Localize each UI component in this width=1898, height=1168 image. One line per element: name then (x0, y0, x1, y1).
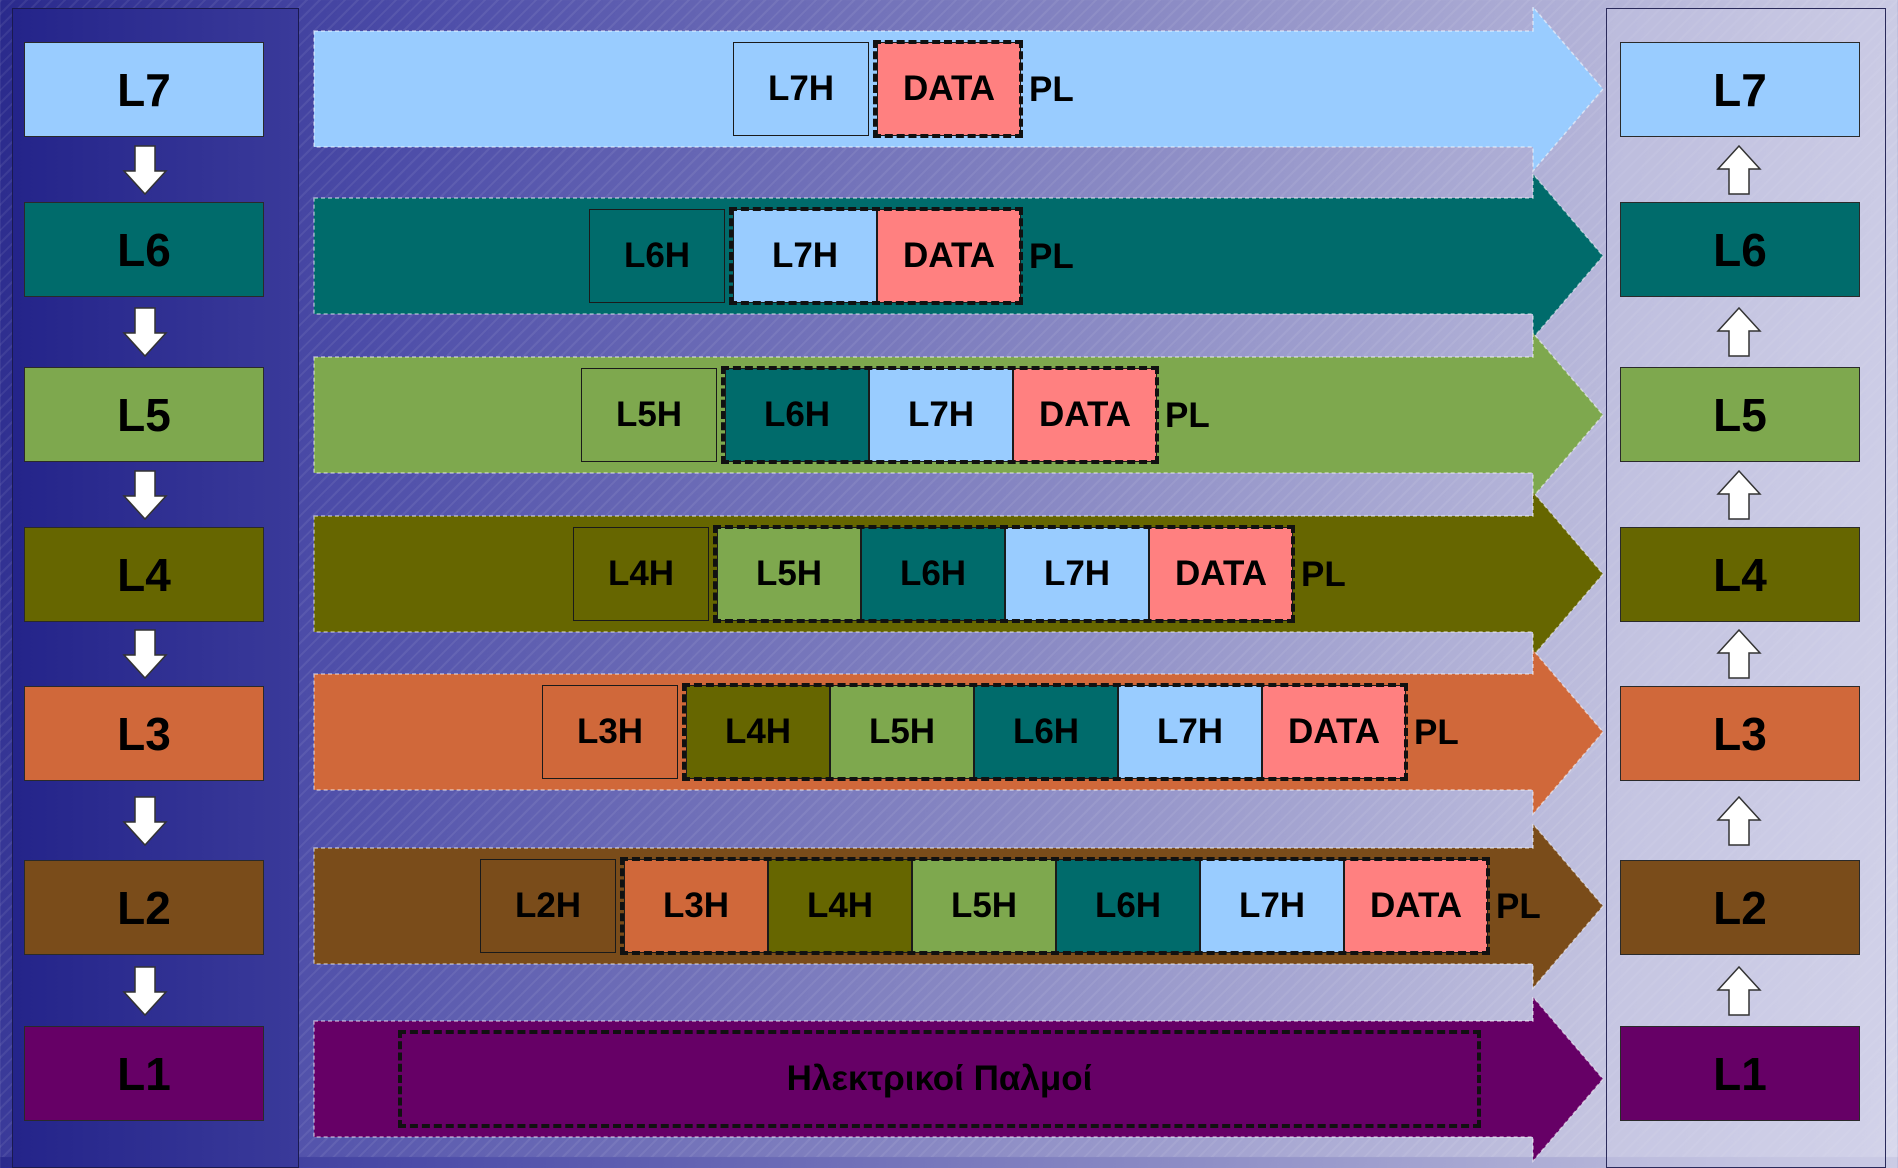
down-arrow-icon (122, 144, 168, 195)
pdu-cell-l5h: L5H (830, 685, 974, 779)
up-arrow-icon (1716, 144, 1762, 195)
electrical-pulses-frame: Ηλεκτρικοί Παλμοί (398, 1030, 1481, 1128)
receiver-layer-l4: L4 (1620, 527, 1860, 622)
up-arrow-icon (1716, 307, 1762, 357)
sender-layer-l6: L6 (24, 202, 264, 297)
pdu-cell-l6h: L6H (861, 527, 1005, 621)
receiver-layer-l1: L1 (1620, 1026, 1860, 1121)
sender-layer-l4: L4 (24, 527, 264, 622)
pdu-cell-l7h: L7H (869, 368, 1013, 462)
pdu-cell-data: DATA (877, 209, 1021, 303)
pdu-cell-l6h: L6H (589, 209, 725, 303)
payload-label: PL (1301, 555, 1346, 594)
band-arrow-l1 (313, 994, 1604, 1164)
pdu-cell-data: DATA (877, 42, 1021, 136)
down-arrow-icon (122, 629, 168, 679)
down-arrow-icon (122, 795, 168, 846)
sender-layer-l3: L3 (24, 686, 264, 781)
sender-layer-l7: L7 (24, 42, 264, 137)
receiver-layer-l2: L2 (1620, 860, 1860, 955)
pdu-cell-l6h: L6H (1056, 859, 1200, 953)
receiver-layer-l5: L5 (1620, 367, 1860, 462)
receiver-layer-l3: L3 (1620, 686, 1860, 781)
pdu-cell-l7h: L7H (733, 42, 869, 136)
sender-layer-l2: L2 (24, 860, 264, 955)
sender-layer-l5: L5 (24, 367, 264, 462)
down-arrow-icon (122, 965, 168, 1016)
receiver-layer-l7: L7 (1620, 42, 1860, 137)
pdu-cell-l3h: L3H (542, 685, 678, 779)
pdu-cell-data: DATA (1149, 527, 1293, 621)
up-arrow-icon (1716, 965, 1762, 1016)
down-arrow-icon (122, 307, 168, 357)
payload-label: PL (1029, 237, 1074, 276)
pdu-cell-l7h: L7H (1118, 685, 1262, 779)
up-arrow-icon (1716, 469, 1762, 520)
pdu-cell-l4h: L4H (686, 685, 830, 779)
sender-layer-l1: L1 (24, 1026, 264, 1121)
payload-label: PL (1029, 70, 1074, 109)
pdu-cell-l4h: L4H (768, 859, 912, 953)
up-arrow-icon (1716, 629, 1762, 679)
pdu-cell-l7h: L7H (1200, 859, 1344, 953)
pdu-cell-data: DATA (1344, 859, 1488, 953)
receiver-layer-l6: L6 (1620, 202, 1860, 297)
pdu-cell-l5h: L5H (581, 368, 717, 462)
pdu-cell-l5h: L5H (717, 527, 861, 621)
pdu-cell-l5h: L5H (912, 859, 1056, 953)
pdu-cell-l6h: L6H (974, 685, 1118, 779)
pdu-cell-l4h: L4H (573, 527, 709, 621)
payload-label: PL (1496, 887, 1541, 926)
pdu-cell-data: DATA (1262, 685, 1406, 779)
pdu-cell-l6h: L6H (725, 368, 869, 462)
pdu-cell-l3h: L3H (624, 859, 768, 953)
payload-label: PL (1165, 396, 1210, 435)
payload-label: PL (1414, 713, 1459, 752)
pdu-cell-data: DATA (1013, 368, 1157, 462)
pdu-cell-l7h: L7H (733, 209, 877, 303)
down-arrow-icon (122, 469, 168, 520)
up-arrow-icon (1716, 795, 1762, 846)
pdu-cell-l7h: L7H (1005, 527, 1149, 621)
pdu-cell-l2h: L2H (480, 859, 616, 953)
